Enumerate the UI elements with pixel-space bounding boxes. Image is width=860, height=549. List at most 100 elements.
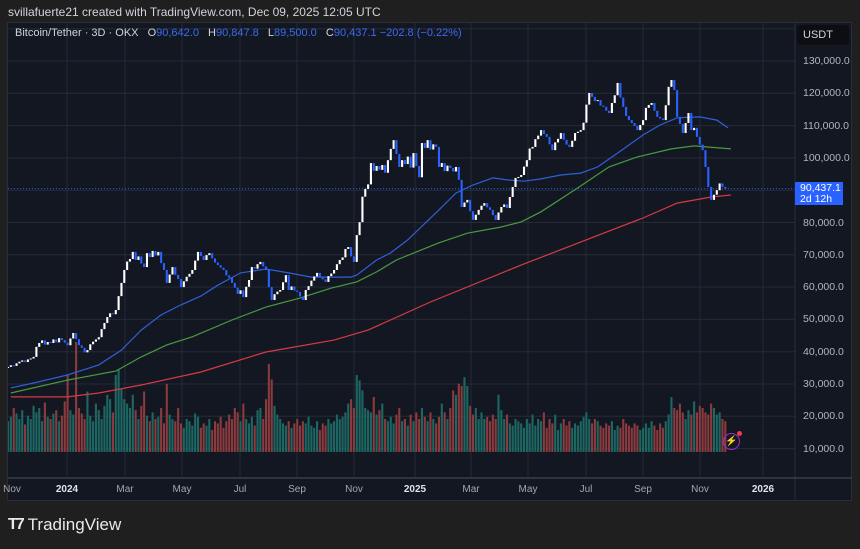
volume-bar bbox=[171, 419, 174, 452]
volume-bar bbox=[46, 416, 49, 452]
candle bbox=[684, 123, 687, 134]
symbol-label[interactable]: Bitcoin/Tether · 3D · OKX bbox=[15, 27, 139, 39]
price-tick-label: 80,000.0 bbox=[803, 216, 844, 229]
candle bbox=[194, 260, 197, 270]
volume-bar bbox=[477, 419, 480, 452]
candle bbox=[471, 211, 475, 220]
volume-bar bbox=[409, 414, 412, 452]
candle bbox=[619, 82, 622, 98]
close-label: C bbox=[325, 27, 334, 39]
price-tick-label: 30,000.0 bbox=[803, 378, 844, 390]
volume-bar bbox=[698, 405, 701, 452]
volume-bar bbox=[191, 425, 194, 452]
time-tick-label: Jul bbox=[579, 484, 593, 495]
candle bbox=[500, 206, 503, 213]
volume-bar bbox=[120, 388, 123, 452]
candle bbox=[488, 207, 492, 210]
candle bbox=[466, 199, 469, 203]
volume-bar bbox=[381, 403, 384, 452]
candle bbox=[520, 175, 523, 177]
candle bbox=[83, 347, 86, 353]
volume-bar bbox=[145, 415, 149, 452]
volume-bar bbox=[568, 421, 571, 452]
candle bbox=[338, 259, 341, 265]
candle bbox=[324, 279, 327, 282]
volume-bar bbox=[429, 412, 432, 452]
currency-button[interactable]: USDT bbox=[797, 25, 849, 45]
candle bbox=[21, 360, 24, 362]
volume-bar bbox=[633, 423, 636, 452]
candle bbox=[497, 212, 500, 220]
candle bbox=[415, 153, 418, 166]
candle bbox=[381, 165, 384, 170]
volume-bar bbox=[242, 403, 245, 452]
volume-bar bbox=[194, 413, 197, 452]
candle bbox=[9, 365, 12, 367]
volume-bar bbox=[642, 427, 645, 452]
volume-bar bbox=[52, 413, 55, 452]
candle bbox=[653, 102, 656, 111]
time-tick-label: 2024 bbox=[55, 484, 79, 495]
volume-bar bbox=[426, 421, 429, 452]
volume-bar bbox=[35, 412, 38, 452]
candle bbox=[26, 359, 29, 363]
volume-bar bbox=[480, 412, 483, 452]
volume-bar bbox=[644, 423, 647, 452]
volume-bar bbox=[114, 375, 117, 452]
volume-bar bbox=[69, 410, 72, 452]
volume-bar bbox=[661, 427, 664, 452]
tradingview-mark-icon: T7 bbox=[8, 516, 25, 533]
candle bbox=[364, 188, 367, 197]
candle bbox=[157, 251, 160, 256]
volume-bar bbox=[49, 419, 52, 452]
candle bbox=[503, 204, 506, 207]
volume-bar bbox=[406, 425, 409, 452]
volume-bar bbox=[94, 403, 97, 452]
volume-bar bbox=[338, 419, 341, 452]
volume-bar bbox=[508, 423, 511, 452]
volume-bar bbox=[588, 419, 591, 452]
candle bbox=[596, 100, 599, 102]
volume-bar bbox=[43, 402, 46, 452]
volume-bar bbox=[500, 410, 503, 452]
candle bbox=[670, 80, 673, 87]
volume-bar bbox=[318, 430, 321, 452]
candle bbox=[134, 251, 137, 260]
candle bbox=[687, 113, 690, 124]
candle bbox=[276, 291, 279, 295]
volume-bar bbox=[330, 423, 333, 452]
volume-bar bbox=[188, 421, 191, 452]
volume-bar bbox=[678, 403, 681, 452]
volume-bar bbox=[262, 419, 265, 452]
candle bbox=[636, 125, 639, 131]
volume-bar bbox=[24, 424, 27, 452]
candle bbox=[514, 177, 517, 187]
candle bbox=[222, 267, 225, 270]
volume-bar bbox=[154, 419, 157, 452]
lightning-icon[interactable]: ⚡ bbox=[723, 431, 742, 450]
volume-bar bbox=[211, 430, 214, 452]
candle bbox=[86, 350, 89, 353]
volume-bar bbox=[676, 410, 679, 452]
candle bbox=[12, 365, 15, 367]
candle bbox=[41, 340, 44, 343]
candle bbox=[29, 358, 32, 360]
volume-bar bbox=[656, 430, 659, 452]
volume-bar bbox=[562, 419, 565, 452]
candle bbox=[52, 339, 55, 343]
volume-bar bbox=[707, 414, 710, 452]
candle bbox=[38, 342, 41, 347]
volume-bar bbox=[420, 408, 424, 452]
volume-bar bbox=[469, 405, 472, 452]
candle bbox=[8, 366, 10, 369]
time-tick-label: Jul bbox=[233, 484, 247, 495]
candle bbox=[250, 267, 253, 280]
volume-bar bbox=[625, 423, 628, 452]
candle bbox=[318, 272, 321, 278]
volume-bar bbox=[435, 423, 438, 452]
volume-bar bbox=[179, 423, 183, 452]
volume-bar bbox=[284, 425, 287, 452]
candle bbox=[32, 356, 35, 359]
moving-average-line bbox=[10, 145, 731, 394]
